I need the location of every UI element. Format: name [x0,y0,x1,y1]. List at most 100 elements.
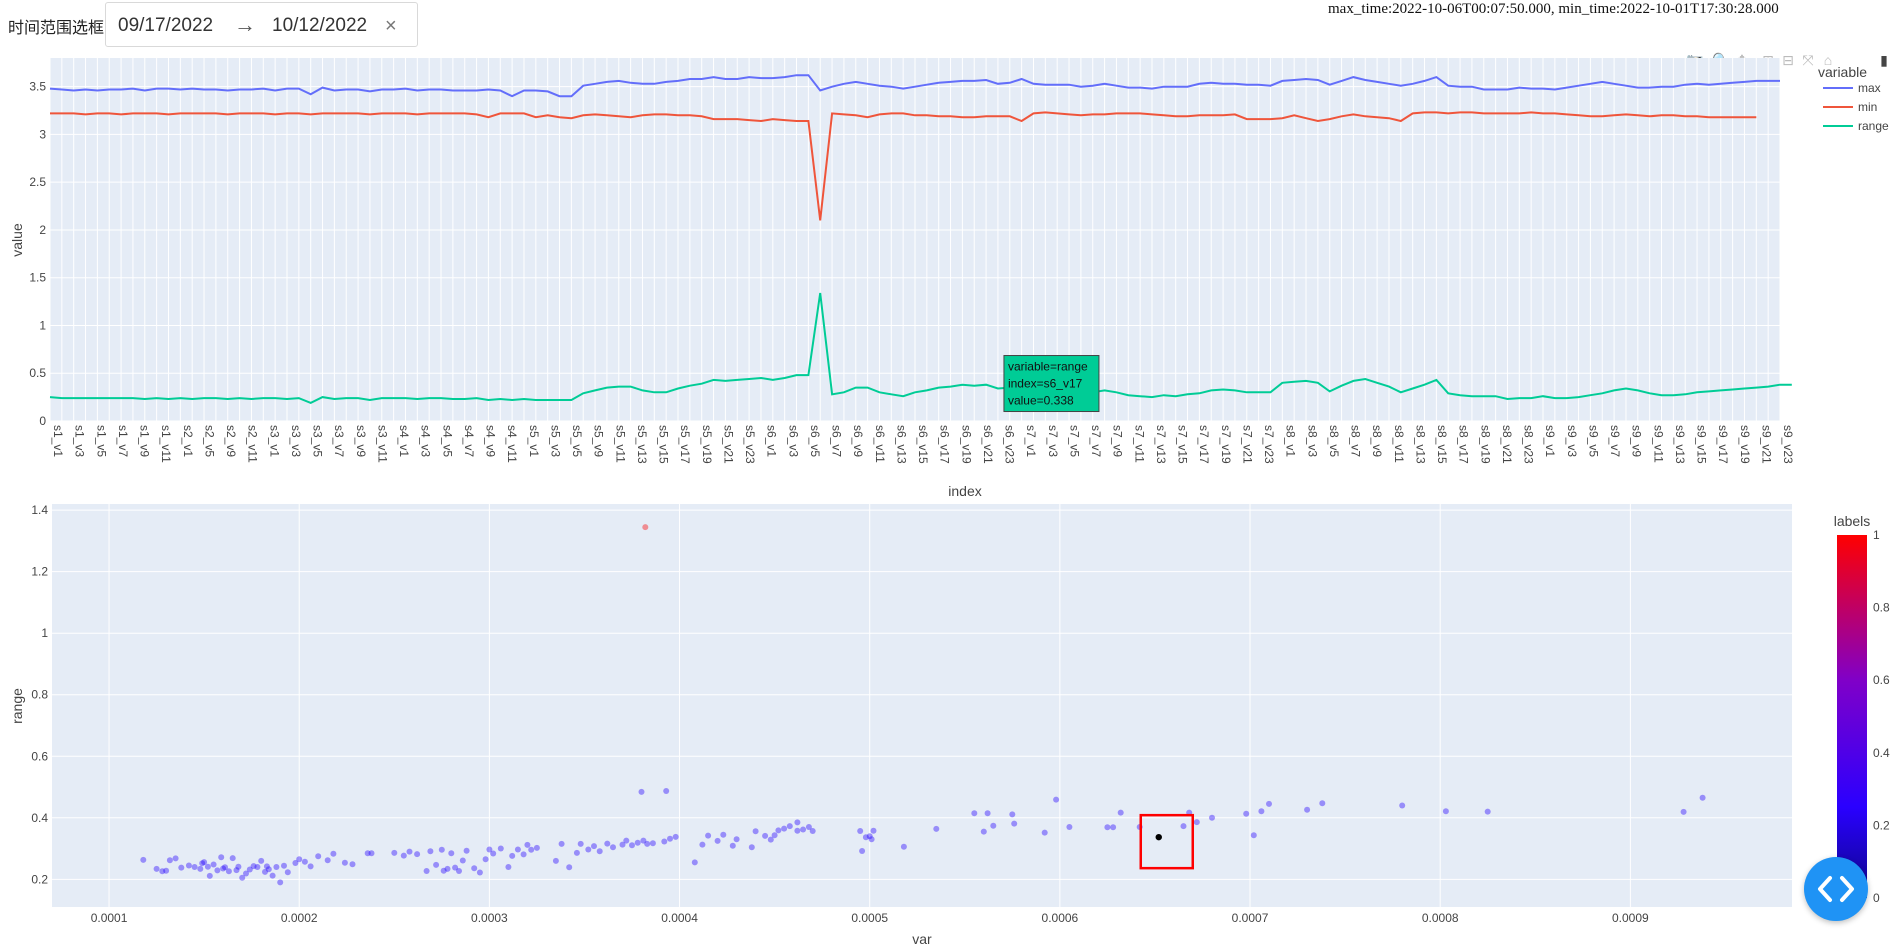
scatter-point[interactable] [1104,824,1111,831]
scatter-point[interactable] [610,844,616,851]
scatter-point[interactable] [720,831,727,838]
scatter-point[interactable] [301,858,308,865]
scatter-point[interactable] [528,846,535,853]
code-toggle-button[interactable] [1804,857,1868,921]
scatter-point[interactable] [269,872,276,879]
scatter-point[interactable] [364,850,371,857]
scatter-point[interactable] [870,827,877,834]
scatter-point[interactable] [330,850,337,857]
scatter-point[interactable] [262,868,268,875]
scatter-point[interactable] [1258,808,1265,815]
scatter-point[interactable] [775,827,782,834]
scatter-point[interactable] [629,842,635,849]
scatter-point[interactable] [868,836,875,843]
scatter-point[interactable] [400,852,407,859]
scatter-point[interactable] [672,833,679,840]
scatter-point[interactable] [1399,802,1406,809]
scatter-point[interactable] [153,865,160,872]
scatter-point[interactable] [315,853,322,860]
scatter-point[interactable] [794,827,801,834]
scatter-point[interactable] [349,861,356,868]
scatter-point[interactable] [166,857,173,864]
scatter-point[interactable] [1041,829,1048,836]
legend-entry[interactable]: min [1858,100,1877,114]
scatter-point[interactable] [199,860,206,867]
scatter-point[interactable] [714,837,721,844]
scatter-point[interactable] [368,850,375,857]
scatter-point[interactable] [1442,808,1449,815]
scatter-point[interactable] [1053,796,1060,803]
scatter-point[interactable] [862,834,869,841]
scatter-point[interactable] [524,841,531,848]
scatter-point[interactable] [1180,823,1187,830]
scatter-point[interactable] [463,847,470,854]
series-line-min[interactable] [50,111,1757,221]
scatter-point[interactable] [1009,811,1016,818]
autoscale-icon[interactable]: ⤧ [1802,52,1814,68]
zoom-out-icon[interactable]: ⊟ [1782,52,1794,68]
scatter-point[interactable] [859,848,866,854]
scatter-point[interactable] [752,828,759,835]
scatter-point[interactable] [809,828,816,834]
outlier-point[interactable] [642,524,649,531]
scatter-point[interactable] [1193,819,1200,826]
scatter-point[interactable] [250,863,257,870]
series-line-range[interactable] [49,292,1792,404]
scatter-point[interactable] [243,870,249,877]
scatter-point[interactable] [585,846,592,853]
scatter-point[interactable] [634,839,641,846]
scatter-point[interactable] [520,851,527,858]
scatter-point[interactable] [805,824,812,830]
scatter-point[interactable] [577,840,584,847]
scatter-point[interactable] [222,864,228,871]
scatter-point[interactable] [197,865,204,872]
reset-axes-icon[interactable]: ⌂ [1823,52,1833,68]
scatter-point[interactable] [185,862,192,869]
scatter-point[interactable] [623,837,630,844]
scatter-point[interactable] [438,846,445,853]
scatter-point[interactable] [781,825,788,832]
scatter-point[interactable] [984,810,991,817]
scatter-point[interactable] [558,840,565,847]
scatter-point[interactable] [406,848,413,855]
scatter-point[interactable] [476,869,483,876]
scatter-point[interactable] [414,851,421,858]
scatter-point[interactable] [1680,808,1687,815]
scatter-point[interactable] [239,874,246,881]
scatter-point[interactable] [649,840,656,847]
scatter-point[interactable] [552,857,559,864]
scatter-point[interactable] [178,864,185,871]
scatter-point[interactable] [201,859,208,866]
scatter-point[interactable] [1209,814,1215,821]
scatter-point[interactable] [391,849,398,856]
scatter-point[interactable] [486,846,493,853]
scatter-point[interactable] [233,867,240,874]
scatter-point[interactable] [471,865,478,872]
scatter-point[interactable] [509,852,516,859]
scatter-point[interactable] [933,825,940,832]
series-line-max[interactable] [49,74,1780,98]
scatter-point[interactable] [1117,809,1124,816]
scatter-point[interactable] [794,819,801,826]
scatter-point[interactable] [191,864,198,870]
scatter-point[interactable] [341,859,348,866]
scatter-point[interactable] [661,838,668,845]
scatter-point[interactable] [638,788,645,795]
scatter-point[interactable] [263,863,270,870]
scatter-point[interactable] [159,868,166,875]
scatter-point[interactable] [1243,810,1250,817]
scatter-point[interactable] [218,854,225,861]
scatter-point[interactable] [324,857,331,864]
scatter-point[interactable] [258,857,265,864]
scatter-point[interactable] [281,862,287,869]
scatter-point[interactable] [514,846,521,853]
scatter-point[interactable] [771,832,778,839]
scatter-point[interactable] [427,848,434,855]
scatter-point[interactable] [225,868,232,875]
legend-entry[interactable]: max [1858,81,1881,95]
scatter-point[interactable] [604,840,611,847]
scatter-point[interactable] [667,835,673,842]
scatter-point[interactable] [980,828,987,835]
scatter-point[interactable] [800,826,807,833]
scatter-point[interactable] [733,836,740,843]
